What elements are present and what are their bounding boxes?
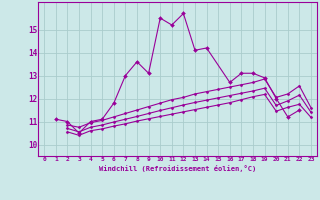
X-axis label: Windchill (Refroidissement éolien,°C): Windchill (Refroidissement éolien,°C)	[99, 165, 256, 172]
